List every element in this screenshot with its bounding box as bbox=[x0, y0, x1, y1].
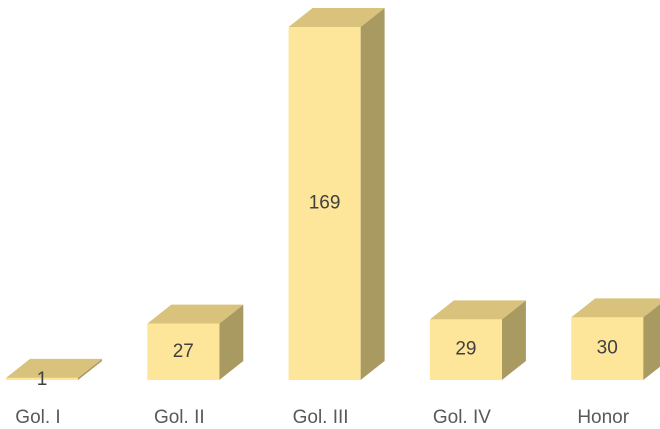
x-tick-label: Gol. II bbox=[154, 407, 205, 428]
x-tick-label: Gol. I bbox=[15, 407, 60, 428]
data-label: 169 bbox=[309, 193, 341, 214]
data-label: 27 bbox=[173, 341, 194, 362]
x-tick-label: Honor bbox=[577, 407, 629, 428]
bar bbox=[429, 319, 502, 380]
bar-top bbox=[571, 298, 660, 318]
bar-top bbox=[429, 300, 526, 320]
bar-top bbox=[288, 8, 385, 27]
bar-side bbox=[643, 304, 660, 380]
bar-side bbox=[219, 304, 244, 380]
bar-side bbox=[78, 358, 102, 380]
bar bbox=[571, 317, 644, 380]
data-label: 29 bbox=[455, 339, 476, 360]
x-tick-label: Gol. III bbox=[293, 407, 349, 428]
data-label: 1 bbox=[37, 369, 48, 390]
bar bbox=[288, 27, 361, 380]
bar-side bbox=[501, 300, 526, 380]
bar-top bbox=[147, 304, 244, 324]
bar bbox=[147, 323, 220, 380]
data-label: 30 bbox=[597, 338, 618, 359]
bar bbox=[6, 377, 78, 380]
bar-side bbox=[360, 8, 385, 380]
x-tick-label: Gol. IV bbox=[433, 407, 491, 428]
bar-top bbox=[6, 358, 102, 378]
